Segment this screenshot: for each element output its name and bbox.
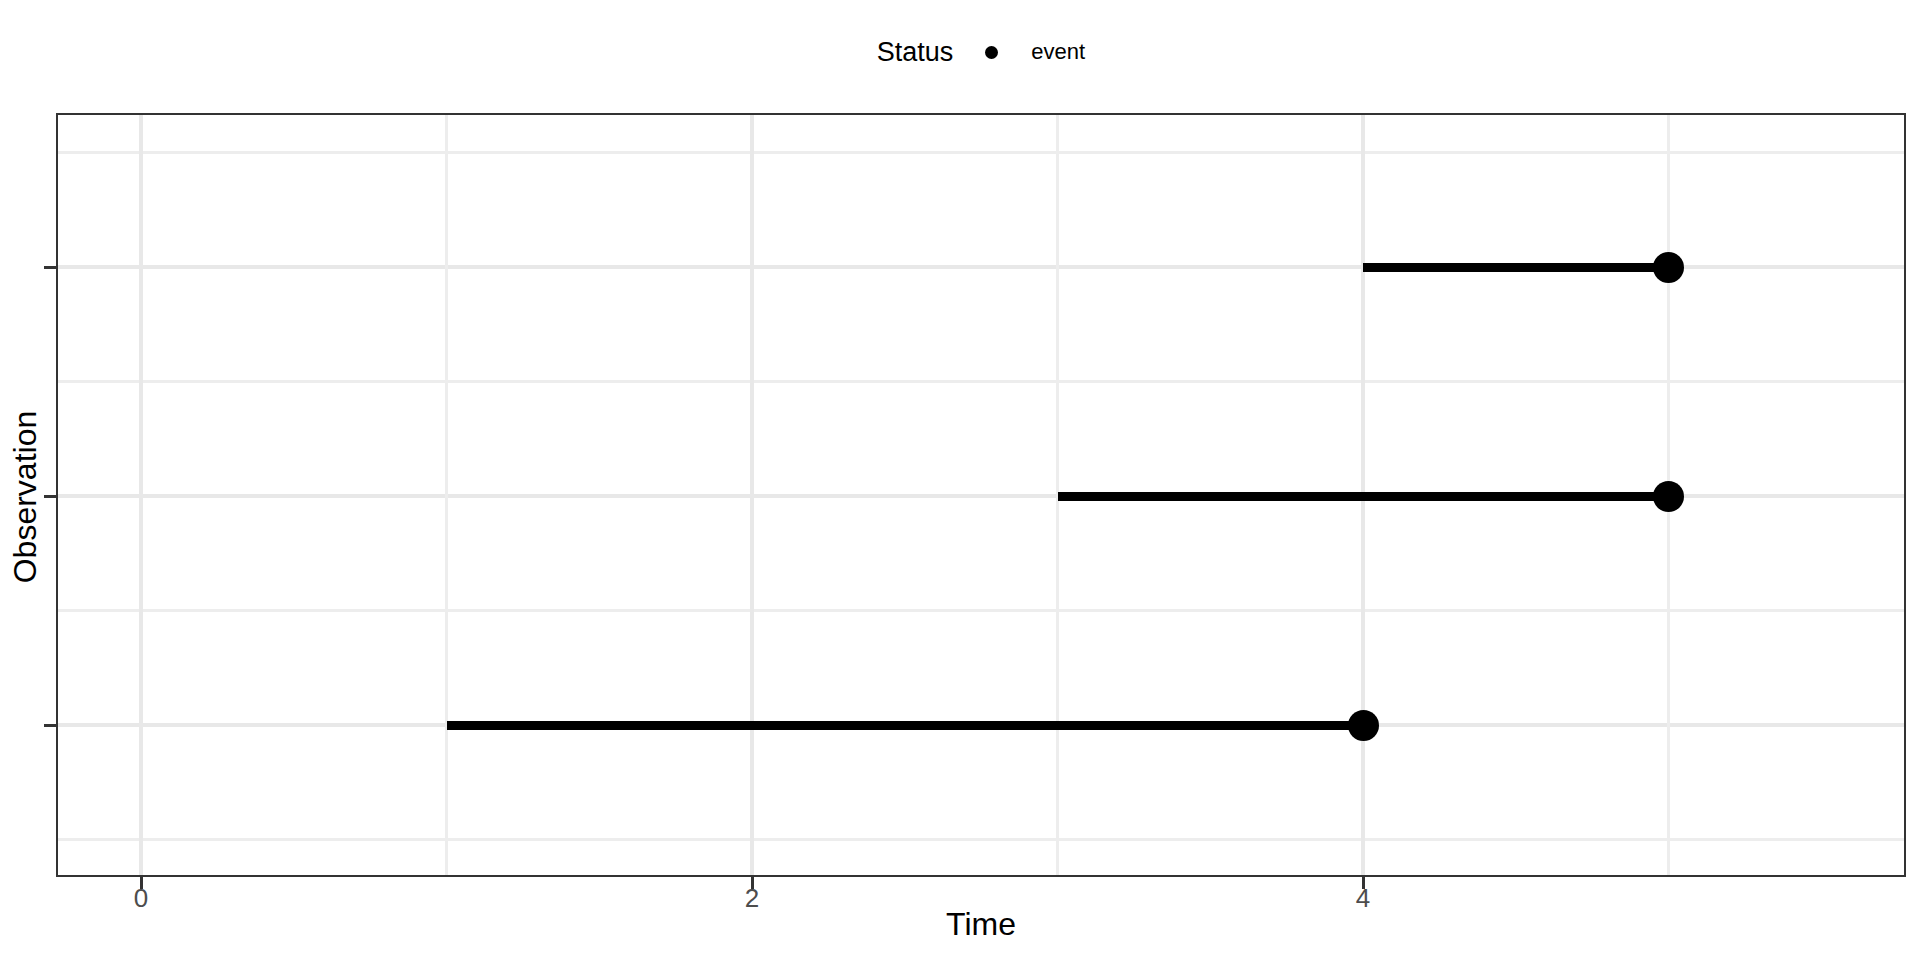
- legend-title: Status: [877, 39, 954, 66]
- y-axis-tick: [44, 495, 56, 498]
- event-dot-icon: [985, 46, 998, 59]
- observation-segment: [1363, 263, 1669, 272]
- legend-item-label: event: [1031, 41, 1085, 63]
- figure: Status event 024 Time Observation: [0, 0, 1920, 960]
- x-minor-gridline: [445, 115, 448, 875]
- y-minor-gridline: [58, 838, 1904, 841]
- y-minor-gridline: [58, 609, 1904, 612]
- y-axis-tick: [44, 266, 56, 269]
- y-axis-tick: [44, 724, 56, 727]
- event-point: [1348, 710, 1379, 741]
- plot-panel: [56, 113, 1906, 877]
- observation-segment: [1058, 492, 1669, 501]
- y-axis-title: Observation: [9, 317, 43, 677]
- y-minor-gridline: [58, 151, 1904, 154]
- event-point: [1653, 481, 1684, 512]
- event-point: [1653, 252, 1684, 283]
- x-axis-title: Time: [56, 906, 1906, 943]
- x-major-gridline: [750, 115, 754, 875]
- y-minor-gridline: [58, 380, 1904, 383]
- x-major-gridline: [139, 115, 143, 875]
- legend: Status event: [56, 30, 1906, 74]
- observation-segment: [447, 721, 1364, 730]
